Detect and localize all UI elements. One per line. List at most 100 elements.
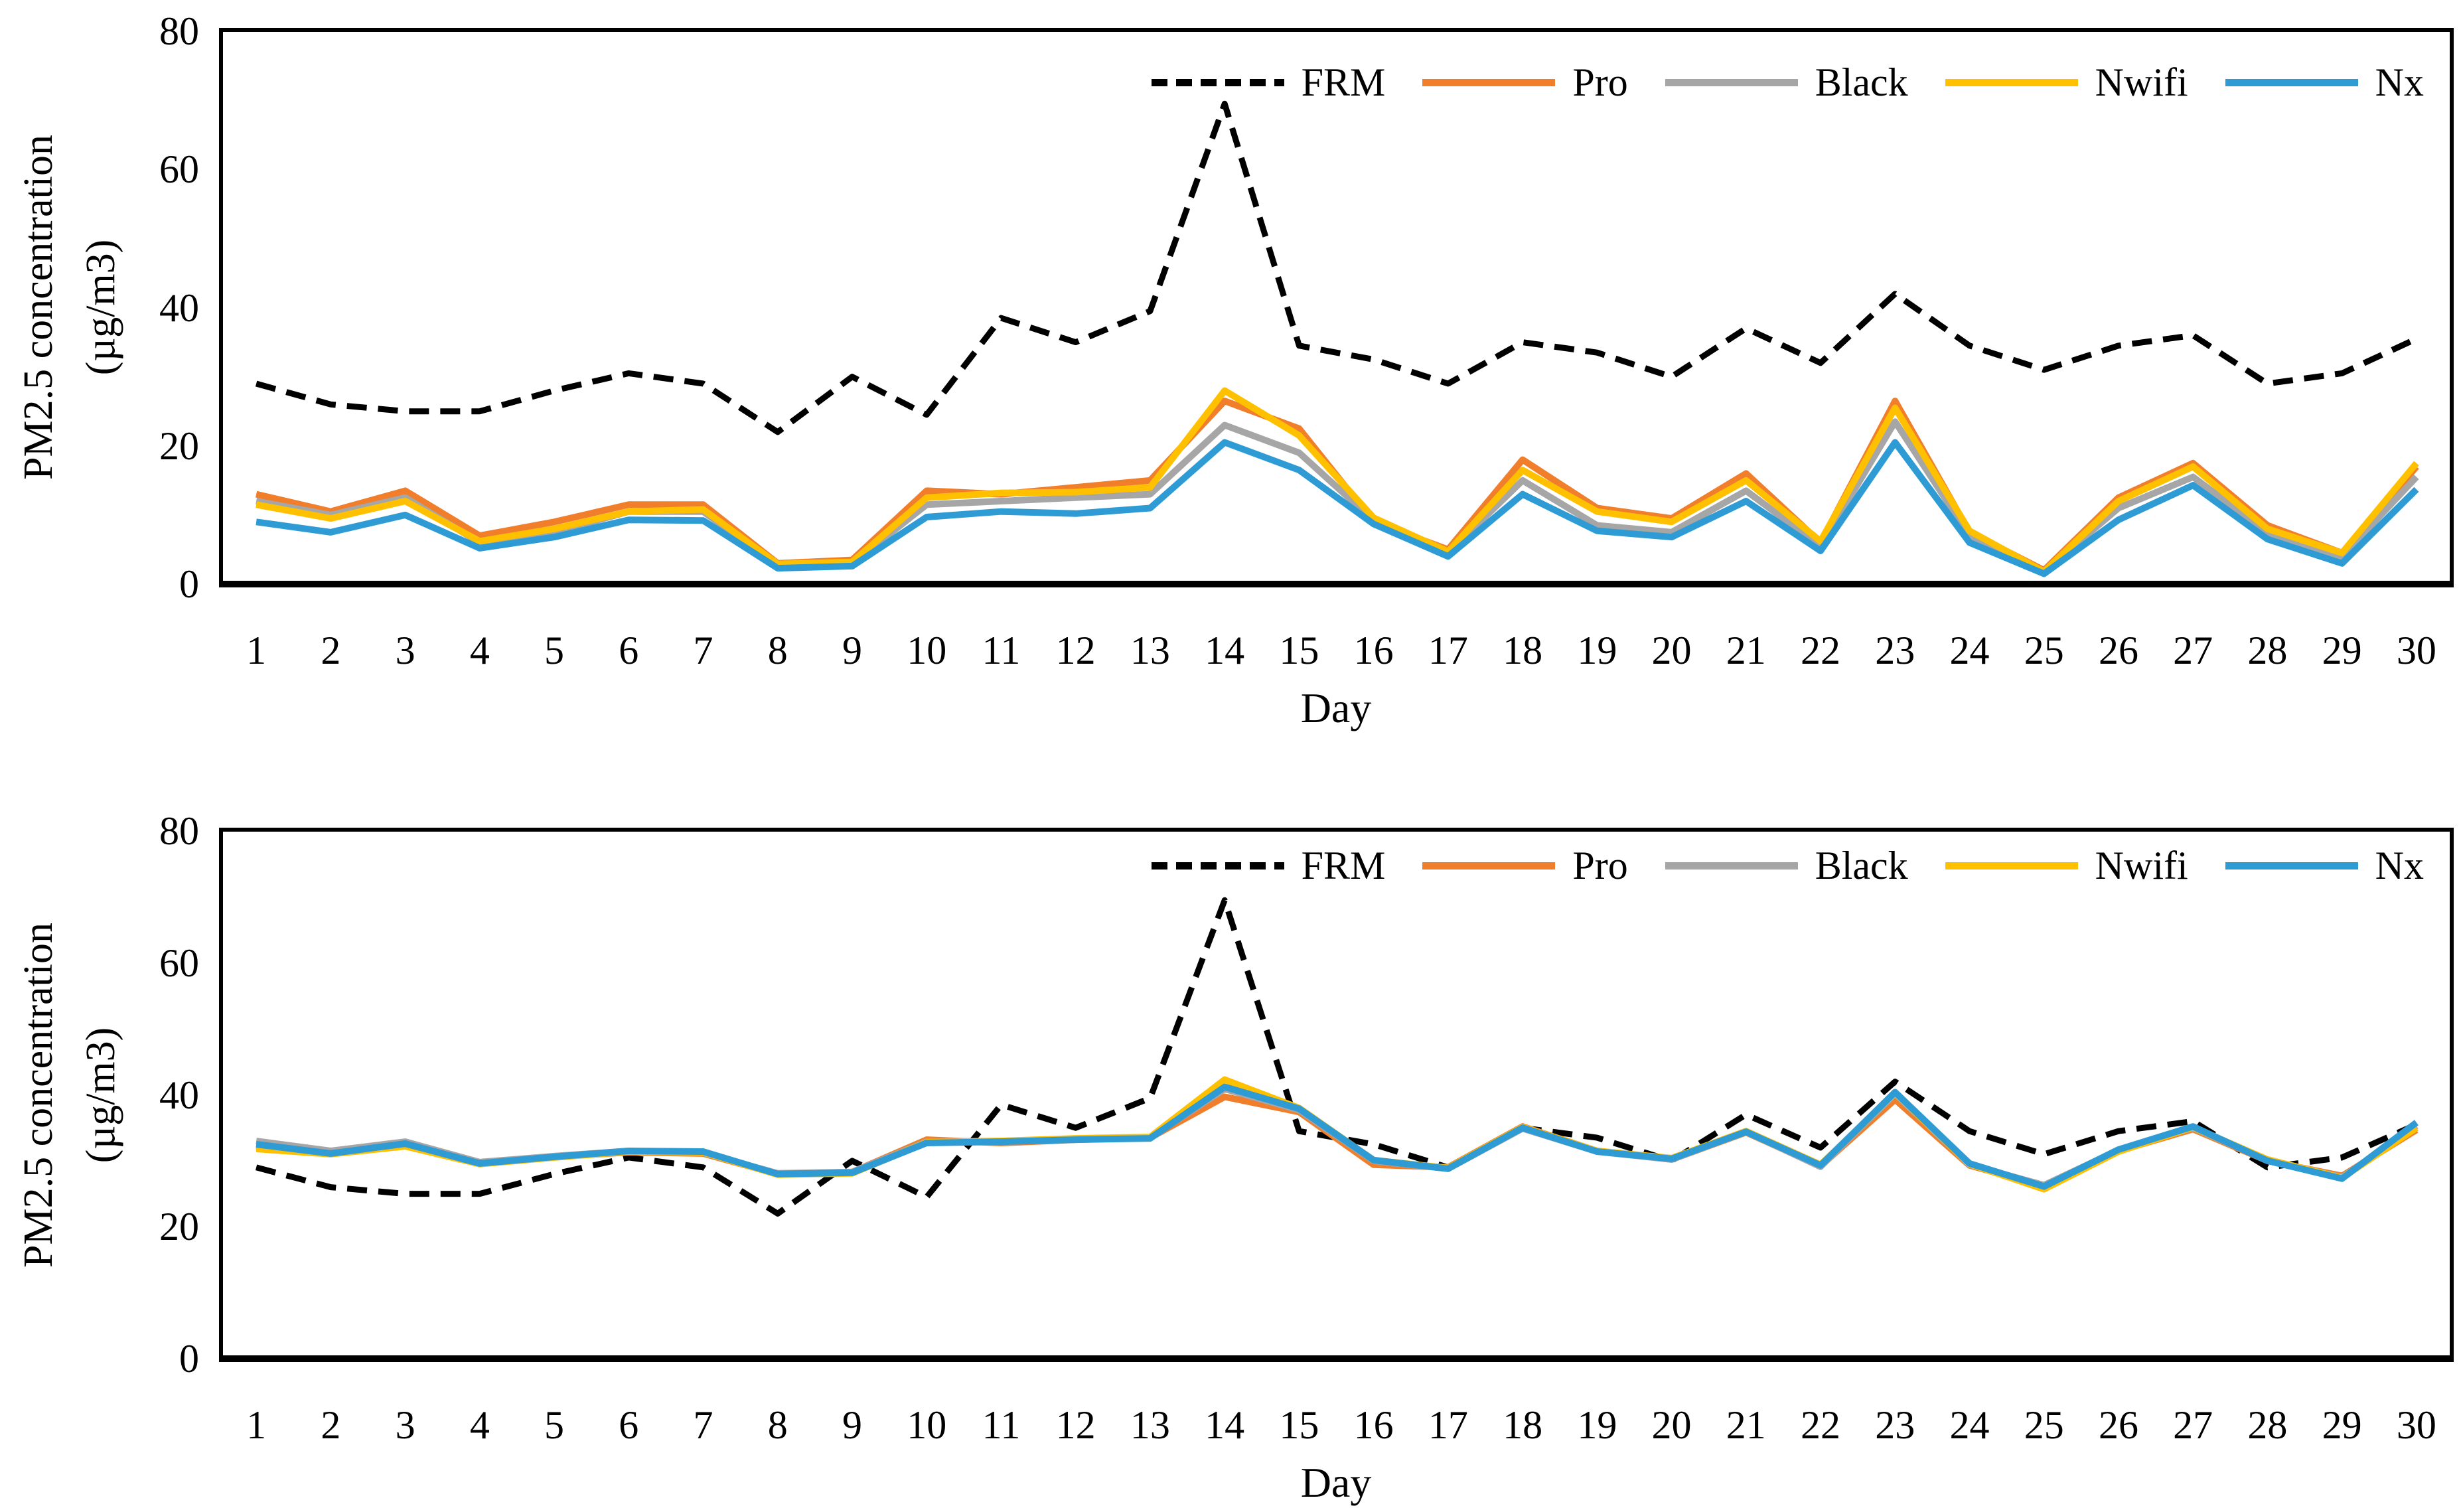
x-tick-label: 30 [2396, 629, 2436, 672]
x-tick-label: 13 [1130, 1403, 1170, 1447]
legend: FRM Pro Black Nwifi Nx [219, 52, 2424, 112]
y-tick-label: 60 [159, 941, 199, 985]
legend-label-frm: FRM [1301, 60, 1386, 104]
x-tick-label: 18 [1503, 1403, 1543, 1447]
series-line-frm [255, 100, 2418, 435]
plot-area [219, 828, 2454, 1362]
x-tick-label: 11 [982, 1403, 1021, 1447]
x-tick-label: 24 [1949, 629, 1990, 672]
x-tick-label: 1 [246, 1403, 267, 1447]
x-tick-label: 22 [1801, 629, 1841, 672]
series-line-nx [256, 439, 2419, 577]
legend-swatch-pro [1422, 862, 1556, 869]
legend-label-frm: FRM [1301, 844, 1386, 887]
x-tick-label: 3 [395, 629, 415, 672]
legend-item-pro: Pro [1422, 62, 1665, 102]
y-tick-label: 40 [159, 285, 199, 330]
legend-item-pro: Pro [1422, 846, 1665, 885]
x-tick-label: 29 [2322, 1403, 2362, 1447]
legend-swatch-nx [2225, 78, 2358, 86]
x-tick-label: 5 [544, 629, 565, 672]
x-tick-label: 8 [767, 629, 788, 672]
x-tick-label: 12 [1055, 629, 1096, 672]
x-tick-label: 5 [544, 1403, 565, 1447]
x-tick-label: 17 [1428, 629, 1468, 672]
x-tick-label: 30 [2396, 1403, 2436, 1447]
x-tick-label: 29 [2322, 629, 2362, 672]
x-tick-label: 23 [1875, 1403, 1915, 1447]
legend: FRM Pro Black Nwifi Nx [219, 836, 2424, 895]
x-tick-label: 27 [2173, 1403, 2213, 1447]
legend-swatch-black [1665, 862, 1798, 869]
legend-label-pro: Pro [1572, 844, 1628, 887]
legend-item-black: Black [1665, 62, 1945, 102]
legend-swatch-nx [2225, 862, 2358, 869]
legend-item-nwifi: Nwifi [1945, 846, 2225, 885]
legend-item-nwifi: Nwifi [1945, 62, 2225, 102]
x-tick-label: 7 [693, 1403, 713, 1447]
legend-swatch-pro [1422, 78, 1556, 86]
x-tick-label: 26 [2098, 1403, 2138, 1447]
x-tick-label: 4 [469, 1403, 490, 1447]
x-tick-label: 14 [1205, 1403, 1245, 1447]
legend-label-black: Black [1815, 60, 1908, 104]
x-tick-label: 20 [1651, 1403, 1692, 1447]
x-tick-label: 7 [693, 629, 713, 672]
x-tick-label: 15 [1279, 629, 1319, 672]
x-tick-label: 27 [2173, 629, 2213, 672]
x-tick-label: 16 [1353, 1403, 1394, 1447]
x-tick-label: 25 [2024, 1403, 2064, 1447]
x-tick-label: 21 [1726, 1403, 1766, 1447]
x-tick-label: 6 [619, 1403, 639, 1447]
x-tick-label: 17 [1428, 1403, 1468, 1447]
legend-label-nx: Nx [2375, 60, 2424, 104]
y-tick-label: 20 [159, 423, 199, 468]
x-tick-label: 28 [2247, 629, 2288, 672]
y-tick-label: 0 [179, 1337, 199, 1381]
x-tick-label: 23 [1875, 629, 1915, 672]
y-tick-label: 80 [159, 9, 199, 53]
x-tick-label: 25 [2024, 629, 2064, 672]
y-tick-label: 80 [159, 809, 199, 853]
x-tick-label: 21 [1726, 629, 1766, 672]
series-line-nx [256, 1083, 2419, 1190]
x-tick-label: 24 [1949, 1403, 1990, 1447]
x-tick-label: 9 [842, 1403, 862, 1447]
legend-item-black: Black [1665, 846, 1945, 885]
legend-swatch-black [1665, 78, 1798, 86]
x-axis-label-bottom: Day [1300, 1459, 1372, 1506]
x-tick-label: 19 [1577, 629, 1617, 672]
legend-label-nwifi: Nwifi [2095, 60, 2188, 104]
x-tick-label: 12 [1055, 1403, 1096, 1447]
x-tick-label: 11 [982, 629, 1021, 672]
y-tick-label: 60 [159, 147, 199, 192]
plot-border [219, 828, 2454, 1362]
legend-label-nwifi: Nwifi [2095, 844, 2188, 887]
legend-swatch-frm [1151, 78, 1284, 86]
x-tick-label: 28 [2247, 1403, 2288, 1447]
legend-swatch-nwifi [1945, 78, 2078, 86]
legend-item-nx: Nx [2225, 846, 2424, 885]
x-tick-label: 9 [842, 629, 862, 672]
y-tick-label: 0 [179, 562, 199, 606]
x-tick-label: 6 [619, 629, 639, 672]
legend-label-nx: Nx [2375, 844, 2424, 887]
legend-swatch-nwifi [1945, 862, 2078, 869]
x-tick-label: 13 [1130, 629, 1170, 672]
x-tick-label: 16 [1353, 629, 1394, 672]
legend-item-frm: FRM [1151, 844, 1423, 887]
x-tick-label: 22 [1801, 1403, 1841, 1447]
x-tick-label: 10 [907, 629, 947, 672]
x-tick-label: 10 [907, 1403, 947, 1447]
x-tick-label: 2 [321, 1403, 341, 1447]
y-tick-label: 40 [159, 1073, 199, 1117]
legend-label-pro: Pro [1572, 60, 1628, 104]
x-tick-label: 20 [1651, 629, 1692, 672]
plot-area [219, 28, 2454, 587]
x-tick-label: 15 [1279, 1403, 1319, 1447]
legend-item-frm: FRM [1151, 60, 1423, 104]
series-line-nwifi [256, 387, 2419, 575]
x-tick-label: 26 [2098, 629, 2138, 672]
x-axis-label-top: Day [1300, 684, 1372, 731]
